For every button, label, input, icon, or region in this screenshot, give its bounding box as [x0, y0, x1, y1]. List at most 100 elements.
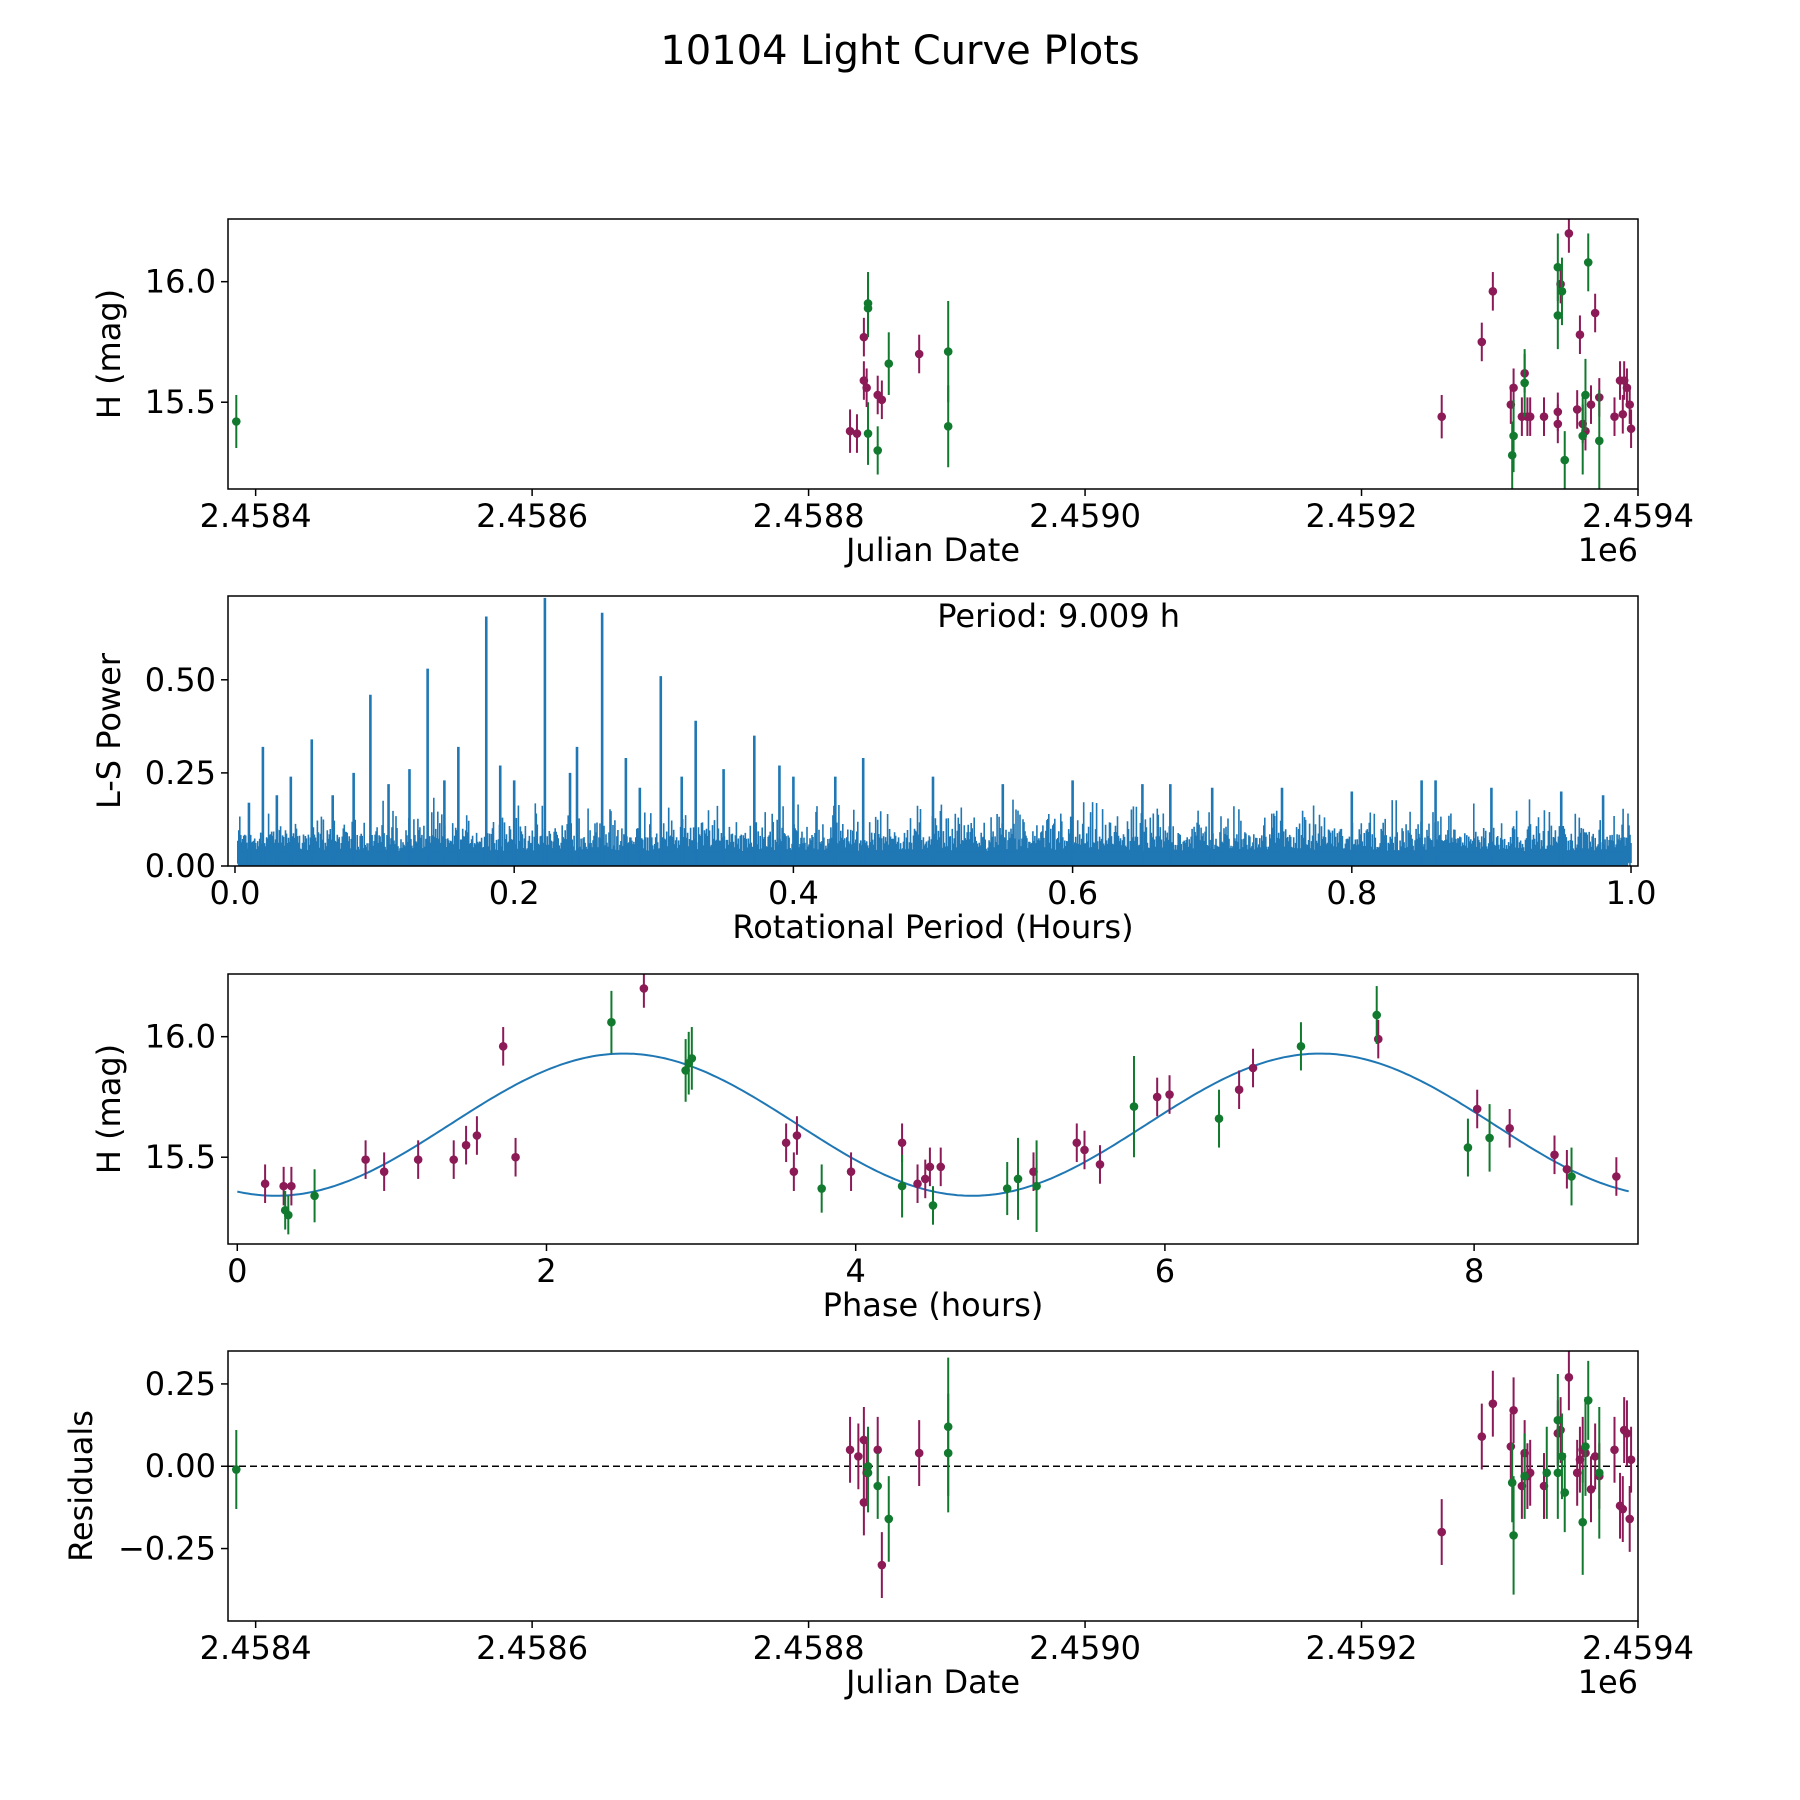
data-point — [279, 1181, 288, 1191]
data-point — [1509, 383, 1518, 393]
data-point — [1557, 287, 1567, 296]
data-point — [1553, 407, 1563, 417]
data-point — [1509, 431, 1518, 441]
x-tick-label: 0.8 — [1326, 874, 1377, 912]
data-point — [1578, 1517, 1588, 1527]
data-point — [1581, 390, 1590, 400]
y-tick-label: 0.50 — [145, 661, 216, 699]
data-point — [1625, 400, 1635, 409]
data-point — [1248, 1063, 1258, 1073]
data-point — [472, 1131, 482, 1140]
panel-residuals: 2.4584 2.4586 2.4588 2.4590 2.4592 2.4594 −0.2… — [62, 1350, 1694, 1701]
x-axis-label: Julian Date — [844, 531, 1020, 569]
data-point — [1564, 229, 1574, 238]
data-point — [1583, 1396, 1593, 1405]
data-point — [1553, 262, 1563, 272]
data-point — [1553, 1468, 1563, 1478]
x-tick-label: 2.4586 — [476, 497, 588, 535]
plot-area — [228, 1351, 1638, 1598]
y-tick-label: 0.25 — [145, 754, 216, 792]
data-point — [310, 1191, 319, 1201]
data-point — [792, 1131, 802, 1140]
x-tick-label: 2.4592 — [1306, 497, 1418, 535]
x-tick-label: 0 — [227, 1252, 247, 1290]
data-point — [863, 1468, 873, 1478]
data-point — [884, 1514, 894, 1524]
x-tick-label: 0.2 — [489, 874, 540, 912]
data-point — [914, 1448, 924, 1458]
data-point — [1509, 1531, 1518, 1540]
data-point — [1488, 1399, 1498, 1408]
x-tick-label: 2.4588 — [753, 1629, 865, 1667]
data-point — [789, 1167, 799, 1176]
data-point — [1626, 1455, 1636, 1464]
y-axis-label: Residuals — [62, 1410, 100, 1562]
data-point — [1505, 1123, 1514, 1133]
x-axis-label: Julian Date — [844, 1663, 1020, 1701]
data-point — [1129, 1102, 1139, 1111]
data-point — [1618, 1504, 1628, 1514]
data-point — [863, 429, 873, 438]
plot-area — [237, 974, 1629, 1235]
axes-frame — [227, 218, 1639, 490]
data-point — [1152, 1092, 1162, 1102]
x-tick-label: 0.4 — [768, 874, 819, 912]
data-point — [1583, 258, 1593, 267]
y-tick-label: 0.25 — [145, 1365, 216, 1403]
data-point — [845, 1445, 855, 1455]
x-tick-label: 2.4594 — [1582, 1629, 1694, 1667]
data-point — [1437, 1527, 1447, 1537]
data-point — [1586, 400, 1596, 409]
data-point — [1560, 1488, 1570, 1497]
data-point — [1567, 1172, 1576, 1181]
data-point — [1485, 1133, 1494, 1143]
panel-periodogram: Period: 9.009 h 0.0 0.2 0.4 0.6 0.8 1.0 0.00 0.2… — [90, 595, 1657, 946]
data-point — [361, 1155, 370, 1164]
x-tick-label: 1.0 — [1606, 874, 1657, 912]
plot-area — [231, 219, 1636, 489]
data-point — [897, 1181, 907, 1191]
data-point — [287, 1181, 296, 1191]
series-band-b — [280, 986, 1576, 1235]
data-point — [1626, 424, 1636, 434]
x-offset-label: 1e6 — [1578, 1663, 1638, 1701]
axes-frame — [227, 973, 1639, 1245]
series-band-a — [260, 974, 1621, 1206]
data-point — [1372, 1010, 1382, 1020]
data-point — [1610, 412, 1619, 421]
data-point — [781, 1138, 791, 1148]
data-point — [1234, 1085, 1244, 1095]
data-point — [1214, 1114, 1224, 1123]
x-axis-label: Rotational Period (Hours) — [732, 908, 1133, 946]
data-point — [1095, 1160, 1105, 1169]
x-tick-label: 2.4588 — [753, 497, 865, 535]
series-band-b — [231, 1357, 1604, 1595]
data-point — [1520, 378, 1529, 388]
data-point — [928, 1201, 938, 1210]
data-point — [1477, 1432, 1487, 1441]
data-point — [1581, 1442, 1590, 1451]
x-tick-label: 8 — [1464, 1252, 1484, 1290]
axes-frame — [227, 1350, 1639, 1622]
data-point — [1507, 1478, 1517, 1488]
data-point — [1594, 1468, 1604, 1478]
y-tick-label: 0.00 — [145, 1447, 216, 1485]
data-point — [1080, 1145, 1089, 1155]
data-point — [943, 1448, 953, 1458]
data-point — [1542, 1468, 1552, 1478]
data-point — [1590, 1452, 1600, 1461]
data-point — [1032, 1181, 1041, 1191]
data-point — [231, 1465, 241, 1474]
data-point — [1488, 287, 1498, 296]
panel-light-curve: 2.4584 2.4586 2.4588 2.4590 2.4592 2.4594 15.5… — [90, 218, 1694, 569]
data-point — [639, 984, 649, 993]
data-point — [1553, 311, 1563, 320]
data-point — [1622, 1429, 1632, 1438]
x-tick-label: 0.0 — [210, 874, 261, 912]
data-point — [1472, 1104, 1482, 1114]
data-point — [854, 1452, 863, 1461]
data-point — [283, 1210, 293, 1220]
data-point — [862, 383, 871, 393]
x-tick-label: 2.4590 — [1029, 497, 1141, 535]
